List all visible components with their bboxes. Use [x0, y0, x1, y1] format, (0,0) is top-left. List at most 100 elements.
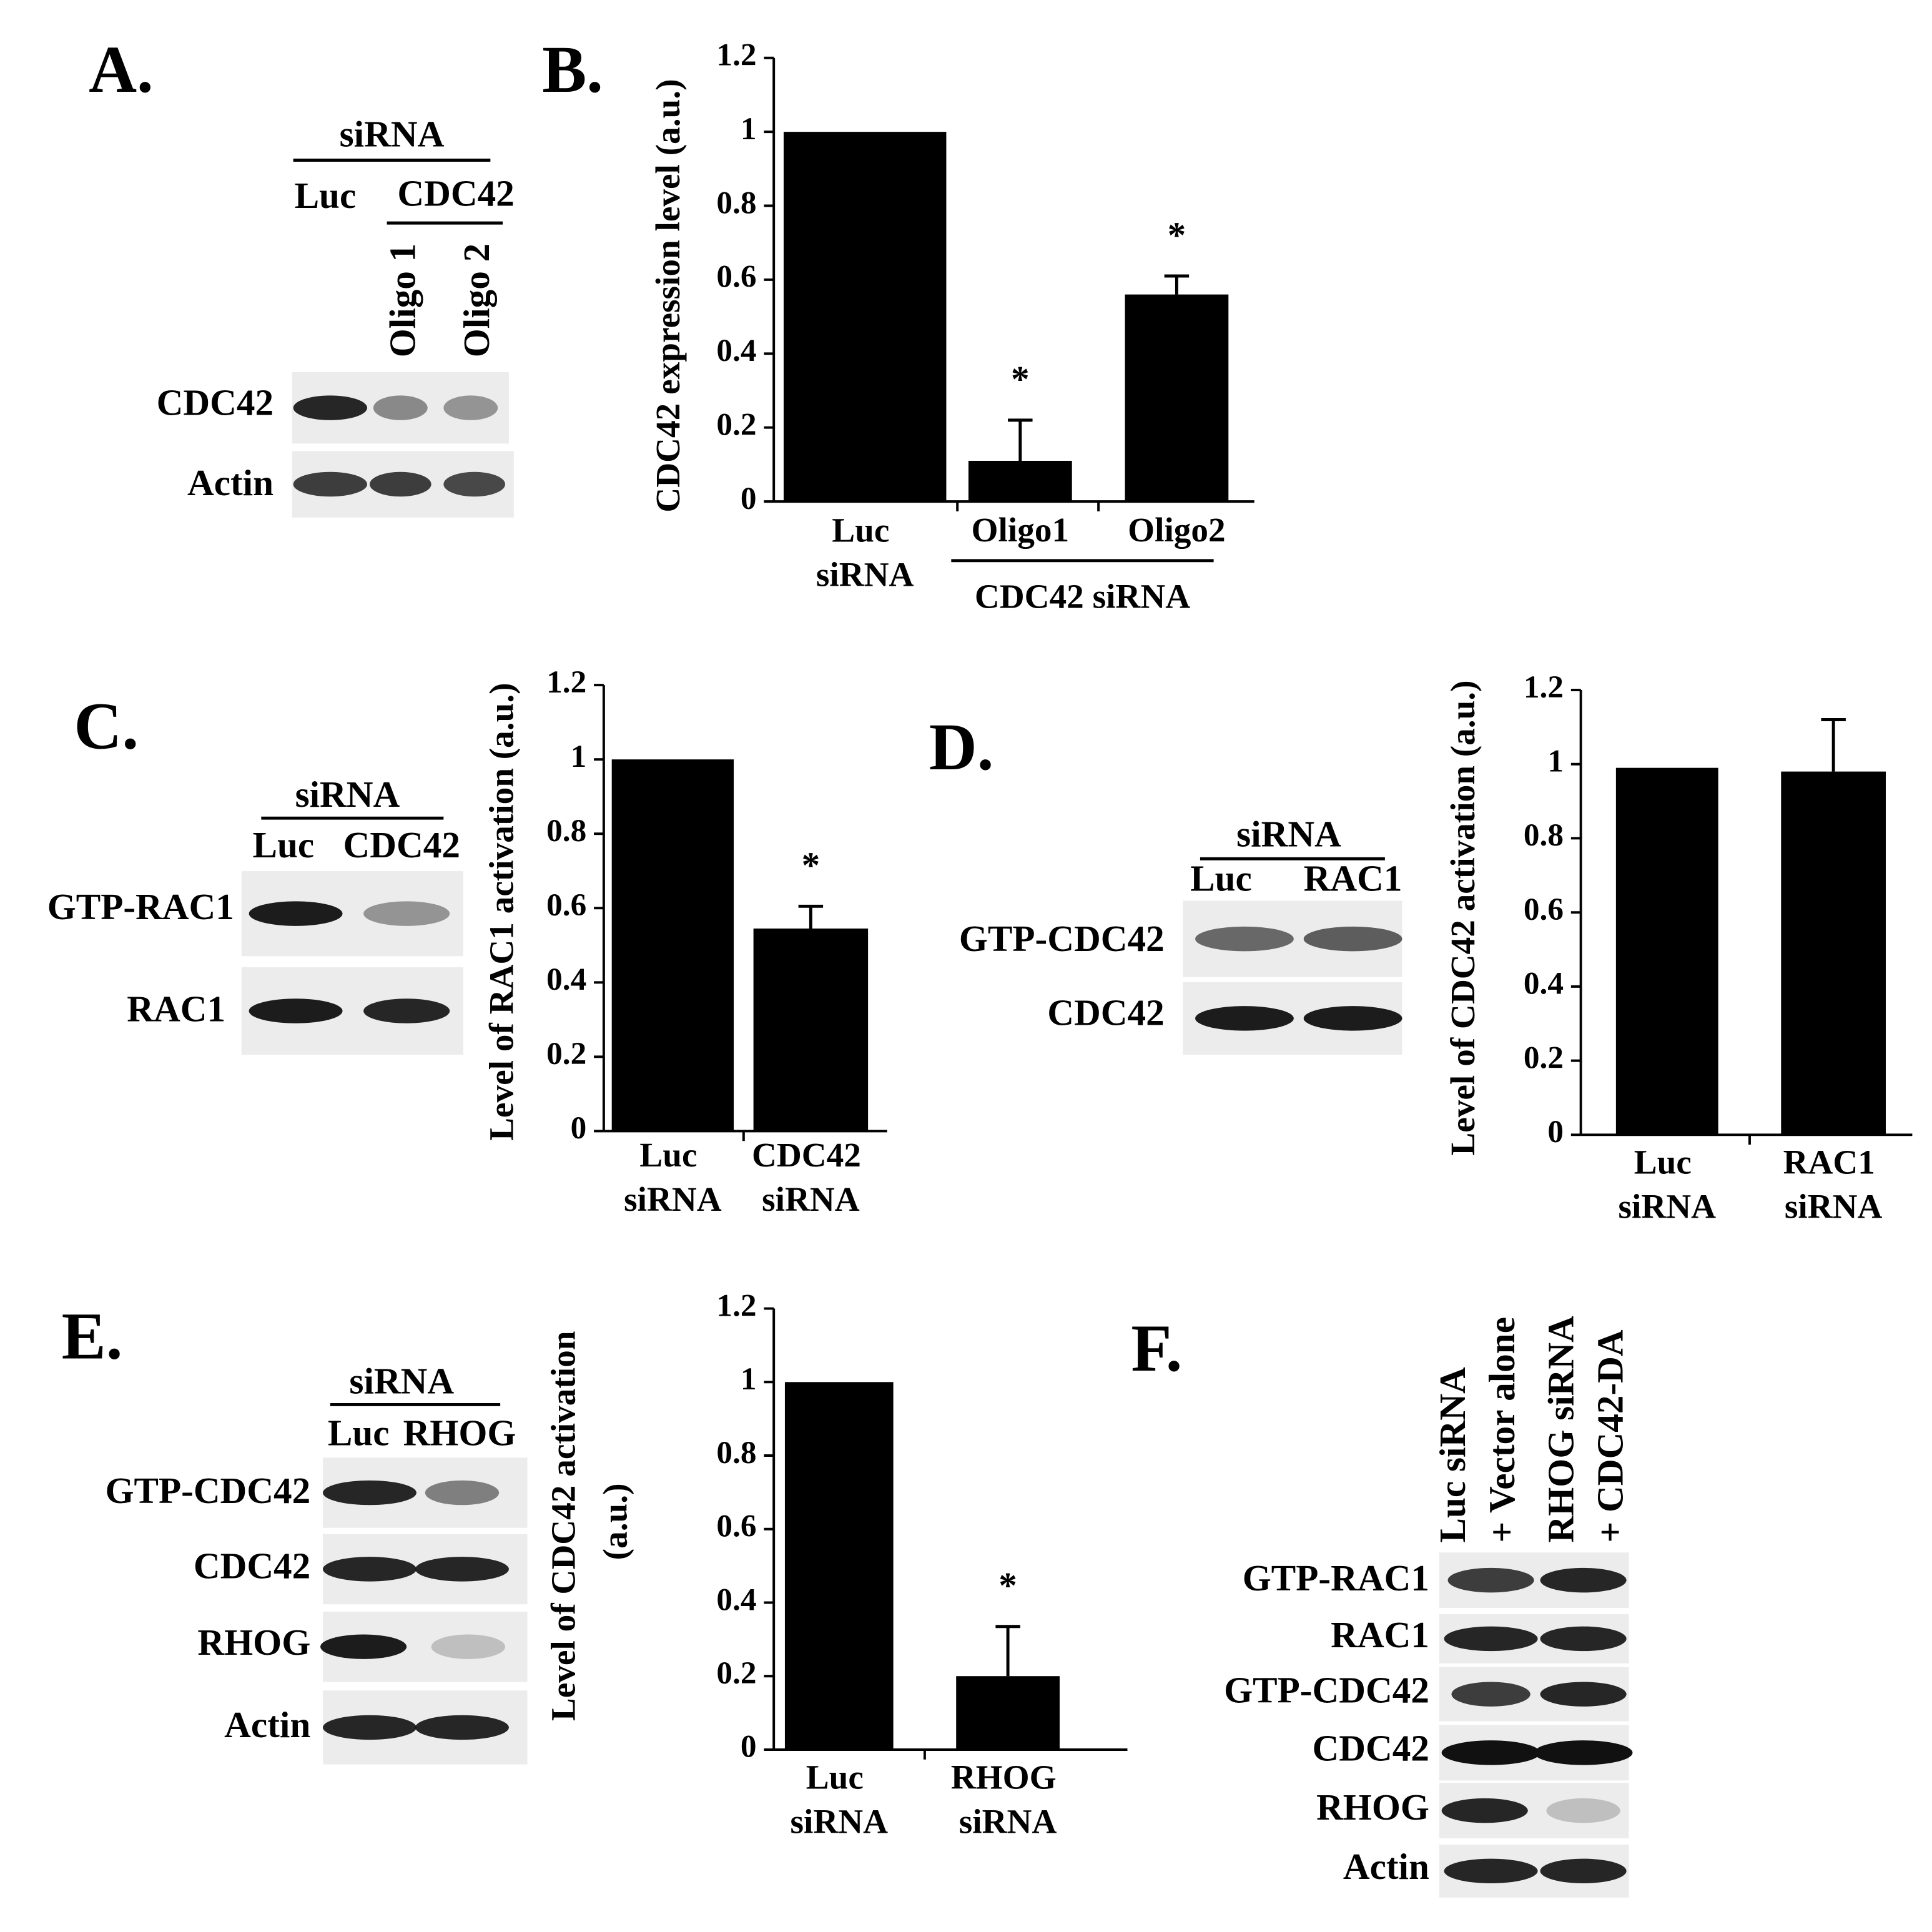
- lane-label: RHOG siRNA: [1540, 1316, 1582, 1543]
- blot-band: [293, 395, 368, 420]
- lane-label: Luc siRNA: [1432, 1367, 1473, 1542]
- y-tick-label: 1.2: [716, 37, 756, 73]
- row-label: CDC42: [1313, 1727, 1429, 1768]
- y-tick-label: 0: [741, 1729, 757, 1765]
- y-tick-label: 0.2: [546, 1036, 586, 1072]
- error-bar: [798, 904, 824, 929]
- blot-band: [1195, 926, 1294, 952]
- row-label: RHOG: [197, 1622, 310, 1663]
- blot-header: siRNA: [340, 114, 445, 155]
- panel-letter: C.: [74, 690, 139, 764]
- lane-label: RAC1: [1304, 857, 1402, 899]
- blot-band: [320, 1634, 407, 1659]
- y-tick-label: 1.2: [716, 1288, 756, 1323]
- error-bar: [995, 1625, 1020, 1677]
- blot-band: [1534, 1740, 1633, 1765]
- blot-band: [363, 901, 450, 926]
- y-axis-label: CDC42 expression level (a.u.): [649, 79, 687, 512]
- row-label: GTP-RAC1: [1243, 1557, 1429, 1599]
- significance-mark: *: [802, 845, 821, 886]
- lane-label: Oligo 2: [456, 244, 497, 358]
- panel-letter: E.: [62, 1299, 123, 1373]
- row-label: Actin: [1343, 1846, 1429, 1887]
- y-tick-label: 0.6: [1524, 892, 1564, 927]
- significance-mark: *: [1168, 214, 1186, 255]
- y-tick-label: 1: [741, 111, 757, 147]
- panel-letter: B.: [542, 33, 603, 107]
- bar: [783, 132, 947, 502]
- row-label: GTP-RAC1: [47, 886, 234, 927]
- blot-band: [322, 1480, 416, 1506]
- blot-header: siRNA: [349, 1360, 454, 1401]
- blot-header: siRNA: [1236, 813, 1341, 854]
- row-label: CDC42: [157, 382, 274, 423]
- blot-band: [1444, 1626, 1538, 1652]
- blot-band: [1540, 1858, 1627, 1884]
- group-label: CDC42 siRNA: [975, 578, 1190, 616]
- y-tick-label: 0.2: [1524, 1040, 1564, 1075]
- blot-band: [1451, 1682, 1530, 1707]
- lane-label: RHOG: [403, 1412, 516, 1453]
- row-label: RAC1: [127, 988, 225, 1030]
- blot-band: [1447, 1567, 1534, 1593]
- blot-band: [322, 1715, 416, 1740]
- bar: [956, 1676, 1060, 1750]
- blot-band: [415, 1715, 509, 1740]
- row-label: RAC1: [1331, 1614, 1429, 1655]
- row-label: CDC42: [194, 1545, 310, 1586]
- bar: [1125, 294, 1229, 502]
- y-axis-label: Level of CDC42 activation (a.u.): [544, 1323, 634, 1721]
- blot-band: [1441, 1798, 1528, 1823]
- y-tick-label: 1: [741, 1361, 757, 1397]
- x-tick-label: Oligo1: [972, 511, 1070, 549]
- error-bar: [1821, 718, 1846, 772]
- lane-label: CDC42: [397, 172, 514, 214]
- blot-band: [1540, 1626, 1627, 1652]
- y-tick-label: 1: [571, 739, 587, 774]
- blot-band: [1546, 1798, 1620, 1823]
- blot-band: [249, 998, 343, 1023]
- row-label: Actin: [224, 1704, 310, 1745]
- lane-label: Luc: [253, 824, 315, 865]
- y-tick-label: 0.4: [1524, 966, 1564, 1002]
- panel-letter: F.: [1131, 1312, 1182, 1386]
- blot-band: [249, 901, 343, 926]
- x-tick-label: Luc siRNA: [1618, 1143, 1716, 1225]
- row-label: RHOG: [1316, 1787, 1429, 1828]
- bar: [753, 928, 869, 1131]
- y-tick-label: 0.6: [716, 259, 756, 295]
- y-axis-label: Level of CDC42 activation (a.u.): [1444, 680, 1482, 1155]
- lane-label: Luc: [295, 175, 357, 216]
- blot-band: [1303, 1006, 1402, 1031]
- blot-header: siRNA: [295, 774, 400, 815]
- y-tick-label: 0: [571, 1110, 587, 1146]
- x-tick-label: Luc siRNA: [624, 1135, 722, 1218]
- panel-letter: A.: [89, 33, 154, 107]
- row-label: GTP-CDC42: [959, 918, 1165, 959]
- blot-band: [369, 471, 431, 497]
- error-bar: [1008, 418, 1033, 461]
- y-tick-label: 0.8: [546, 813, 586, 849]
- y-tick-label: 0.4: [716, 1582, 756, 1617]
- bar: [1781, 771, 1886, 1135]
- lane-label: + CDC42-DA: [1589, 1329, 1630, 1542]
- y-tick-label: 1: [1547, 743, 1564, 779]
- blot-band: [1540, 1567, 1627, 1593]
- x-tick-label: Luc siRNA: [790, 1758, 888, 1840]
- error-bar: [1164, 274, 1190, 295]
- lane-label: CDC42: [343, 824, 460, 865]
- row-label: CDC42: [1047, 992, 1164, 1033]
- x-tick-label: CDC42 siRNA: [752, 1135, 870, 1218]
- y-tick-label: 0: [741, 481, 757, 516]
- blot-band: [1441, 1740, 1540, 1765]
- y-tick-label: 1.2: [546, 664, 586, 700]
- bar: [611, 759, 734, 1131]
- y-tick-label: 0.8: [716, 185, 756, 220]
- panel-letter: D.: [929, 711, 994, 784]
- y-tick-label: 0.2: [716, 407, 756, 442]
- blot-band: [1540, 1682, 1627, 1707]
- blot-band: [415, 1557, 509, 1582]
- x-tick-label: Luc siRNA: [816, 511, 914, 593]
